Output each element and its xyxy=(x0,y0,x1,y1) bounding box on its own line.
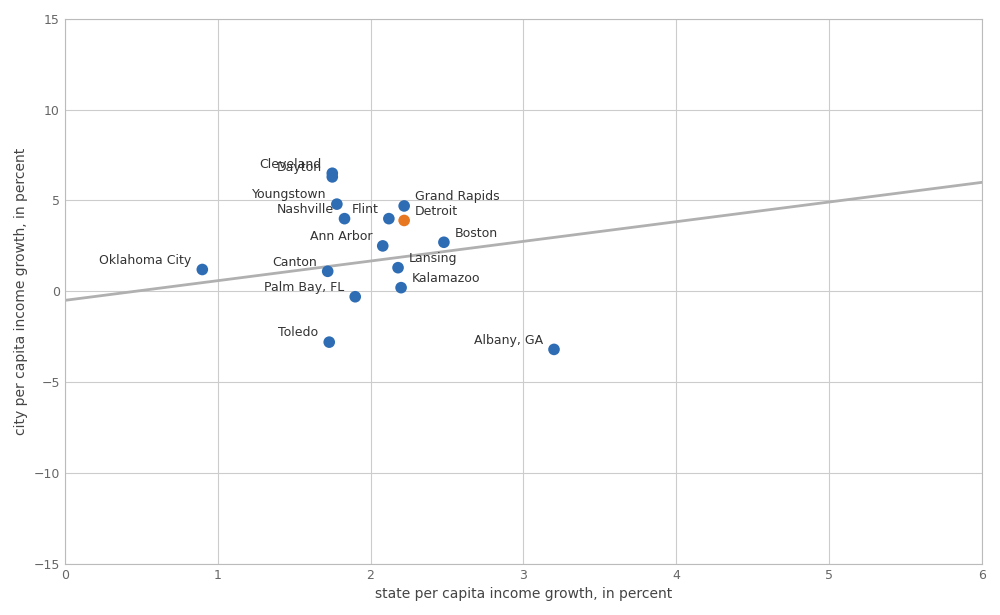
Text: Boston: Boston xyxy=(455,226,498,239)
Point xyxy=(396,201,412,211)
Text: Ann Arbor: Ann Arbor xyxy=(310,230,372,243)
Text: Albany, GA: Albany, GA xyxy=(474,334,543,347)
Text: Toledo: Toledo xyxy=(278,327,319,339)
Point xyxy=(347,292,363,302)
Text: Kalamazoo: Kalamazoo xyxy=(412,272,480,285)
Point xyxy=(436,237,452,247)
Point xyxy=(375,241,391,251)
Point xyxy=(393,283,409,293)
Point xyxy=(320,266,336,276)
Point xyxy=(329,199,345,209)
Point xyxy=(324,172,340,182)
Point xyxy=(381,214,397,224)
X-axis label: state per capita income growth, in percent: state per capita income growth, in perce… xyxy=(375,587,672,601)
Text: Detroit: Detroit xyxy=(415,205,458,218)
Point xyxy=(546,344,562,354)
Text: Lansing: Lansing xyxy=(409,252,457,265)
Text: Flint: Flint xyxy=(351,203,378,216)
Text: Nashville: Nashville xyxy=(277,203,334,216)
Point xyxy=(337,214,353,224)
Text: Oklahoma City: Oklahoma City xyxy=(99,254,192,267)
Point xyxy=(324,169,340,178)
Text: Cleveland: Cleveland xyxy=(259,157,322,170)
Text: Youngstown: Youngstown xyxy=(252,188,326,201)
Text: Palm Bay, FL: Palm Bay, FL xyxy=(264,281,345,294)
Text: Canton: Canton xyxy=(272,256,317,269)
Point xyxy=(390,263,406,272)
Point xyxy=(321,337,337,347)
Point xyxy=(194,264,210,274)
Text: Grand Rapids: Grand Rapids xyxy=(415,190,499,203)
Text: Dayton: Dayton xyxy=(276,161,322,174)
Y-axis label: city per capita income growth, in percent: city per capita income growth, in percen… xyxy=(14,148,28,435)
Point xyxy=(396,215,412,225)
